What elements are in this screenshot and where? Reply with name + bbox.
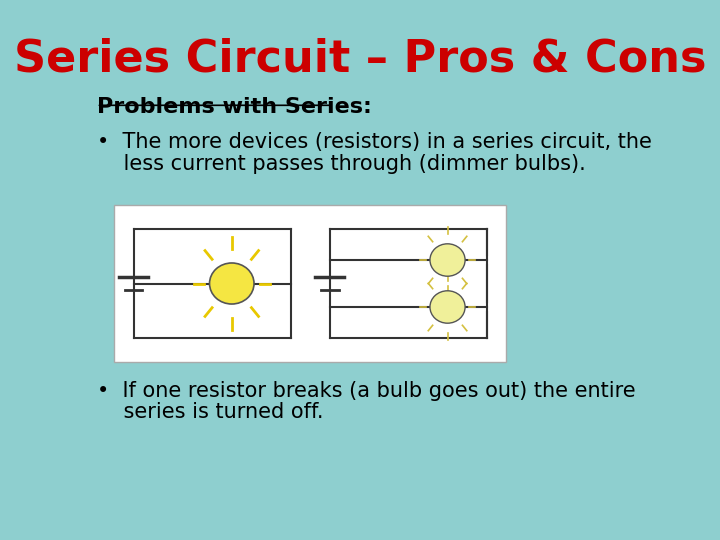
Text: less current passes through (dimmer bulbs).: less current passes through (dimmer bulb… xyxy=(96,154,585,174)
Text: series is turned off.: series is turned off. xyxy=(96,402,323,422)
Text: •  If one resistor breaks (a bulb goes out) the entire: • If one resistor breaks (a bulb goes ou… xyxy=(96,381,635,401)
Text: •  The more devices (resistors) in a series circuit, the: • The more devices (resistors) in a seri… xyxy=(96,132,652,152)
Circle shape xyxy=(430,291,465,323)
Circle shape xyxy=(430,244,465,276)
Circle shape xyxy=(210,263,254,304)
FancyBboxPatch shape xyxy=(114,205,506,362)
Text: Problems with Series:: Problems with Series: xyxy=(96,97,372,117)
Text: Series Circuit – Pros & Cons: Series Circuit – Pros & Cons xyxy=(14,38,706,81)
